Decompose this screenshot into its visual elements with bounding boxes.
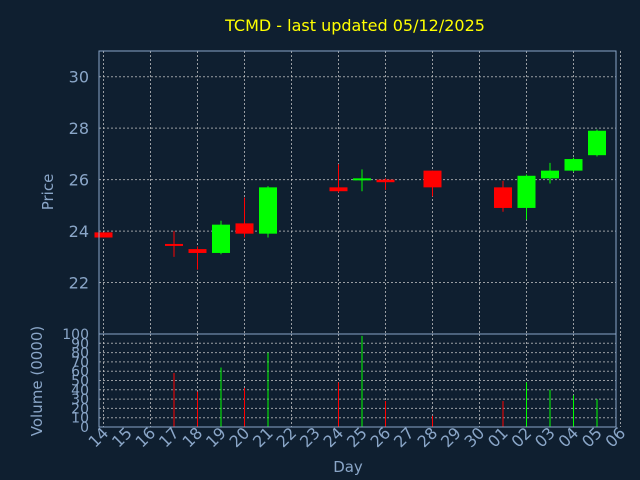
candle-body [329, 187, 348, 192]
volume-tick-label: 90 [71, 336, 89, 352]
price-tick-label: 24 [69, 222, 89, 241]
candle-body [212, 224, 230, 253]
price-candle [541, 162, 559, 184]
chart-title: TCMD - last updated 05/12/2025 [224, 16, 485, 35]
candle-body [541, 170, 559, 179]
price-tick-label: 26 [69, 171, 89, 190]
price-tick-label: 30 [69, 68, 89, 87]
volume-tick-label: 20 [71, 401, 89, 417]
candle-body [564, 159, 583, 171]
candle-body [494, 187, 512, 208]
candle-body [165, 243, 183, 246]
price-axis-label: Price [39, 174, 57, 211]
marks-layer [94, 129, 606, 427]
axes-layer: 2224262830010203040506070809010014151617… [62, 50, 629, 451]
price-candle [423, 170, 442, 197]
candle-body [188, 249, 207, 253]
candle-body [517, 175, 536, 208]
volume-tick-label: 100 [62, 327, 89, 343]
day-axis-label: Day [333, 458, 363, 476]
price-candle [588, 129, 606, 157]
volume-axis-label: Volume (0000) [28, 326, 46, 436]
candle-body [376, 179, 395, 183]
price-candle [494, 180, 512, 212]
candle-body [423, 170, 442, 188]
candle-body [94, 232, 113, 238]
volume-panel-frame [98, 333, 617, 428]
price-candle [165, 231, 183, 257]
candle-body [353, 178, 371, 181]
price-candle [376, 178, 395, 190]
volume-tick-label: 40 [71, 383, 89, 399]
volume-tick-label: 70 [71, 355, 89, 371]
price-candle [517, 174, 536, 220]
grid-layer [99, 51, 621, 428]
price-tick-label: 28 [69, 119, 89, 138]
volume-tick-label: 0 [80, 420, 89, 436]
price-candle [353, 169, 371, 192]
price-candle [94, 232, 113, 238]
price-tick-label: 22 [69, 274, 89, 293]
price-panel-frame [98, 50, 617, 335]
volume-tick-label: 80 [71, 346, 89, 362]
price-candle [329, 164, 348, 193]
candle-body [588, 130, 606, 156]
volume-tick-label: 30 [71, 392, 89, 408]
price-candle [564, 157, 583, 172]
price-candle [188, 246, 207, 270]
candle-body [235, 223, 254, 234]
volume-tick-label: 10 [71, 411, 89, 427]
volume-tick-label: 60 [71, 364, 89, 380]
price-candle [259, 186, 277, 238]
price-candle [212, 220, 230, 255]
volume-tick-label: 50 [71, 374, 89, 390]
price-candle [235, 197, 254, 238]
day-tick-label: 06 [601, 423, 629, 451]
candle-body [259, 187, 277, 234]
